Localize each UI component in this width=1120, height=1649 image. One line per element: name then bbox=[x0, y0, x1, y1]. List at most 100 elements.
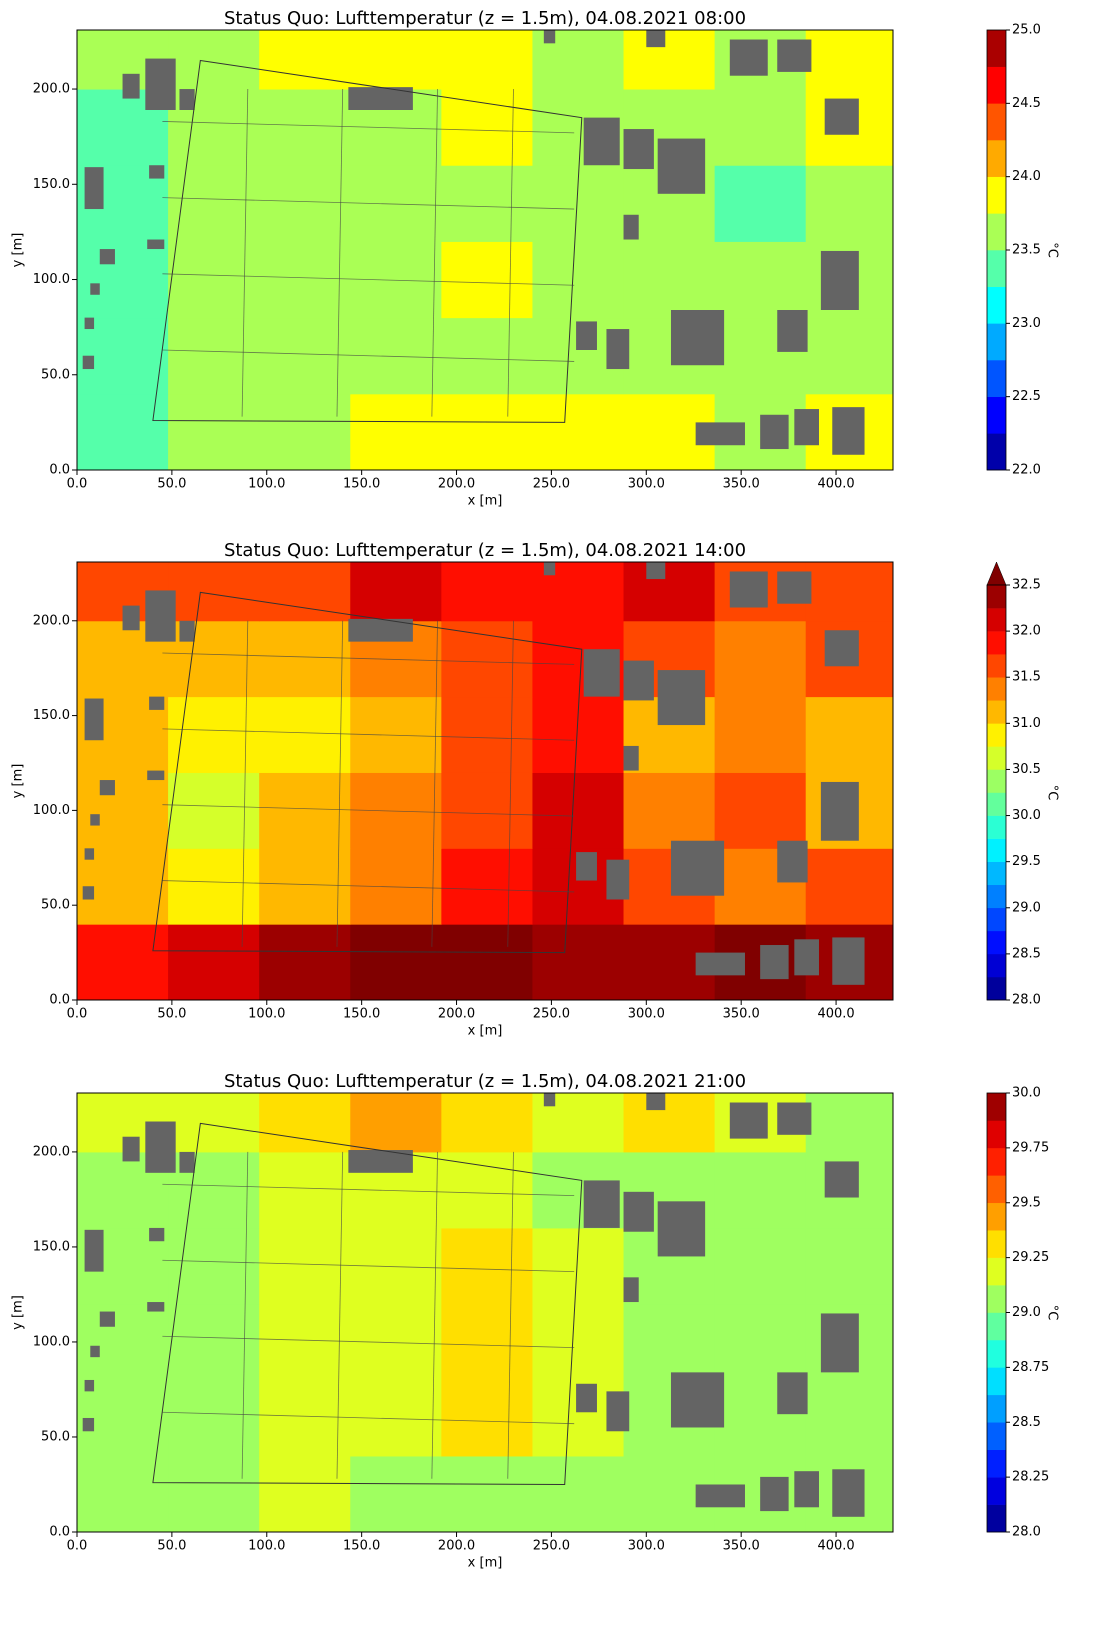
colorbar-tick-label: 28.75 bbox=[1012, 1360, 1049, 1375]
colorbar-band bbox=[987, 1148, 1006, 1176]
colorbar-band bbox=[987, 816, 1006, 839]
colorbar-band bbox=[987, 360, 1006, 397]
colorbar-band bbox=[987, 67, 1006, 104]
building bbox=[777, 1372, 807, 1414]
colorbar-band bbox=[987, 908, 1006, 931]
heatmap-cell bbox=[806, 1228, 898, 1305]
building bbox=[147, 1302, 164, 1312]
heatmap-cell bbox=[77, 1304, 169, 1381]
building bbox=[123, 1137, 140, 1162]
colorbar-tick-label: 25.0 bbox=[1012, 23, 1041, 38]
heatmap-cell bbox=[168, 848, 260, 924]
building bbox=[85, 1380, 94, 1391]
y-tick-label: 200.0 bbox=[33, 613, 70, 628]
heatmap-cell bbox=[532, 241, 624, 318]
heatmap-cell bbox=[259, 89, 351, 166]
heatmap-cell bbox=[168, 1380, 260, 1457]
colorbar-band bbox=[987, 654, 1006, 677]
heatmap-cell bbox=[715, 165, 807, 242]
y-tick-label: 50.0 bbox=[41, 1429, 70, 1444]
building bbox=[794, 939, 819, 975]
heatmap-cell bbox=[715, 772, 807, 848]
heatmap-cell bbox=[806, 318, 898, 395]
building bbox=[544, 30, 555, 43]
building bbox=[606, 329, 629, 369]
building bbox=[90, 1346, 99, 1357]
heatmap-panel: Status Quo: Lufttemperatur (z = 1.5m), 0… bbox=[11, 1071, 1060, 1571]
heatmap-cell bbox=[715, 1152, 807, 1229]
building bbox=[149, 697, 164, 710]
heatmap-cell bbox=[350, 924, 442, 1000]
heatmap-cell bbox=[806, 545, 898, 621]
y-tick-label: 200.0 bbox=[33, 1144, 70, 1159]
colorbar-band bbox=[987, 1258, 1006, 1286]
colorbar-tick-label: 29.5 bbox=[1012, 854, 1041, 869]
building bbox=[123, 74, 140, 99]
heatmap-cell bbox=[168, 241, 260, 318]
building bbox=[832, 937, 864, 984]
building bbox=[90, 814, 99, 825]
building bbox=[624, 661, 654, 701]
building bbox=[696, 1484, 745, 1507]
building bbox=[646, 30, 665, 47]
heatmap-cell bbox=[441, 318, 533, 395]
heatmap-cell bbox=[715, 621, 807, 697]
heatmap-cell bbox=[350, 394, 442, 471]
x-tick-label: 0.0 bbox=[67, 1007, 88, 1022]
x-tick-label: 150.0 bbox=[343, 1539, 380, 1554]
x-tick-label: 150.0 bbox=[343, 1007, 380, 1022]
heatmap-cells bbox=[77, 13, 897, 471]
building bbox=[696, 953, 745, 976]
x-tick-label: 50.0 bbox=[157, 477, 186, 492]
building bbox=[576, 852, 597, 880]
heatmap-panel: Status Quo: Lufttemperatur (z = 1.5m), 0… bbox=[11, 540, 1060, 1039]
building bbox=[832, 1469, 864, 1517]
heatmap-cell bbox=[441, 1228, 533, 1305]
building bbox=[760, 415, 788, 449]
x-tick-label: 350.0 bbox=[723, 1007, 760, 1022]
building bbox=[671, 310, 724, 365]
colorbar-band bbox=[987, 433, 1006, 470]
figure: Status Quo: Lufttemperatur (z = 1.5m), 0… bbox=[0, 0, 1120, 1649]
building bbox=[147, 771, 164, 780]
heatmap-cell bbox=[532, 924, 624, 1000]
heatmap-cell bbox=[441, 241, 533, 318]
building bbox=[149, 165, 164, 178]
colorbar-band bbox=[987, 839, 1006, 862]
y-tick-label: 200.0 bbox=[33, 82, 70, 97]
colorbar-band bbox=[987, 977, 1006, 1000]
heatmap-cell bbox=[441, 1152, 533, 1229]
heatmap-cell bbox=[715, 241, 807, 318]
x-tick-label: 100.0 bbox=[248, 1539, 285, 1554]
colorbar-tick-label: 32.5 bbox=[1012, 578, 1041, 593]
x-tick-label: 100.0 bbox=[248, 477, 285, 492]
colorbar-tick-label: 23.5 bbox=[1012, 243, 1041, 258]
colorbar-tick-label: 22.5 bbox=[1012, 389, 1041, 404]
colorbar-tick-label: 29.75 bbox=[1012, 1140, 1049, 1155]
building bbox=[85, 699, 104, 741]
building bbox=[825, 630, 859, 666]
heatmap-cell bbox=[259, 1152, 351, 1229]
heatmap-cell bbox=[532, 772, 624, 848]
heatmap-cell bbox=[806, 848, 898, 924]
heatmap-cell bbox=[441, 165, 533, 242]
colorbar-band bbox=[987, 1340, 1006, 1368]
heatmap-cell bbox=[168, 318, 260, 395]
x-tick-label: 150.0 bbox=[343, 477, 380, 492]
x-tick-label: 300.0 bbox=[628, 1007, 665, 1022]
heatmap-cell bbox=[168, 1304, 260, 1381]
heatmap-cell bbox=[532, 1304, 624, 1381]
chart-title: Status Quo: Lufttemperatur (z = 1.5m), 0… bbox=[224, 8, 746, 29]
heatmap-cell bbox=[441, 697, 533, 773]
colorbar-tick-label: 28.5 bbox=[1012, 946, 1041, 961]
colorbar-band bbox=[987, 885, 1006, 908]
y-tick-label: 100.0 bbox=[33, 1334, 70, 1349]
heatmap-cell bbox=[441, 394, 533, 471]
building bbox=[90, 283, 99, 294]
building bbox=[85, 1230, 104, 1272]
colorbar-tick-label: 29.5 bbox=[1012, 1195, 1041, 1210]
heatmap-cell bbox=[441, 924, 533, 1000]
building bbox=[145, 1122, 175, 1173]
colorbar-band bbox=[987, 397, 1006, 434]
colorbar-band bbox=[987, 1505, 1006, 1533]
